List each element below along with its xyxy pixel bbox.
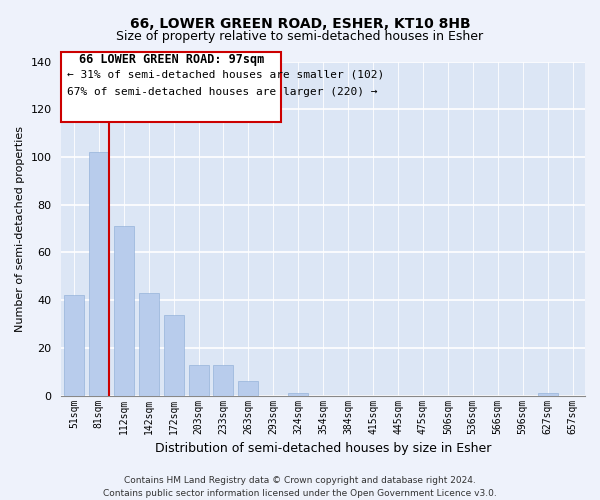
Bar bbox=[114, 226, 134, 396]
Text: 66 LOWER GREEN ROAD: 97sqm: 66 LOWER GREEN ROAD: 97sqm bbox=[79, 53, 264, 66]
Text: ← 31% of semi-detached houses are smaller (102): ← 31% of semi-detached houses are smalle… bbox=[67, 70, 384, 80]
Bar bbox=[188, 364, 209, 396]
Bar bbox=[238, 382, 259, 396]
Bar bbox=[538, 394, 557, 396]
Bar bbox=[139, 293, 158, 396]
Text: Contains HM Land Registry data © Crown copyright and database right 2024.
Contai: Contains HM Land Registry data © Crown c… bbox=[103, 476, 497, 498]
Bar bbox=[214, 364, 233, 396]
Bar bbox=[89, 152, 109, 396]
FancyBboxPatch shape bbox=[61, 52, 281, 122]
Bar bbox=[164, 314, 184, 396]
Text: Size of property relative to semi-detached houses in Esher: Size of property relative to semi-detach… bbox=[116, 30, 484, 43]
Bar bbox=[64, 296, 84, 396]
Text: 66, LOWER GREEN ROAD, ESHER, KT10 8HB: 66, LOWER GREEN ROAD, ESHER, KT10 8HB bbox=[130, 18, 470, 32]
Bar bbox=[288, 394, 308, 396]
Y-axis label: Number of semi-detached properties: Number of semi-detached properties bbox=[15, 126, 25, 332]
X-axis label: Distribution of semi-detached houses by size in Esher: Distribution of semi-detached houses by … bbox=[155, 442, 491, 455]
Text: 67% of semi-detached houses are larger (220) →: 67% of semi-detached houses are larger (… bbox=[67, 86, 377, 97]
